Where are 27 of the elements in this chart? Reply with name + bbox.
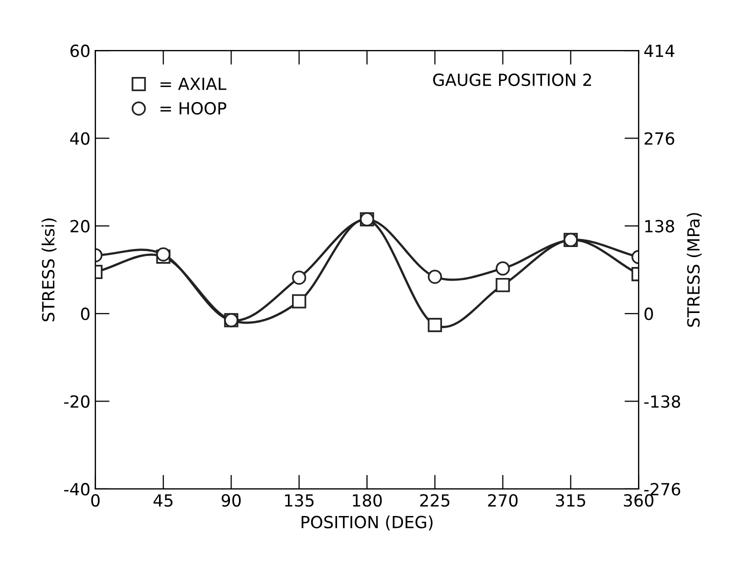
- y-axis-title: STRESS (ksi): [42, 218, 57, 322]
- x-tick-label: 315: [556, 494, 586, 507]
- y-tick-label: 60: [70, 44, 90, 58]
- y-tick-label: -20: [64, 395, 90, 408]
- x-tick-label: 270: [488, 494, 518, 507]
- legend-label: = HOOP: [160, 102, 226, 115]
- x-axis-title: POSITION (DEG): [302, 516, 433, 530]
- x-tick-label: 225: [420, 494, 450, 507]
- y-tick-label: 40: [70, 132, 90, 145]
- legend-label: = AXIAL: [160, 78, 226, 90]
- x-tick-label: 90: [222, 494, 241, 507]
- annotation: GAUGE POSITION 2: [433, 73, 592, 86]
- y-tick-label: 20: [70, 220, 90, 232]
- y-tick-label: -40: [64, 482, 90, 496]
- x-tick-label: 180: [352, 494, 382, 507]
- y2-axis-title: STRESS (MPa): [686, 213, 702, 327]
- y2-tick-label: 276: [644, 132, 674, 145]
- y2-tick-label: -138: [644, 395, 680, 408]
- y2-tick-label: -276: [644, 482, 680, 496]
- x-tick-label: 360: [624, 494, 654, 507]
- x-tick-label: 45: [154, 494, 172, 507]
- y2-tick-label: 0: [644, 308, 653, 320]
- y2-tick-label: 414: [644, 44, 674, 57]
- x-tick-label: 135: [285, 494, 314, 507]
- y2-tick-label: 138: [645, 220, 674, 232]
- y-tick-label: 0: [81, 308, 90, 320]
- x-tick-label: 0: [91, 494, 100, 507]
